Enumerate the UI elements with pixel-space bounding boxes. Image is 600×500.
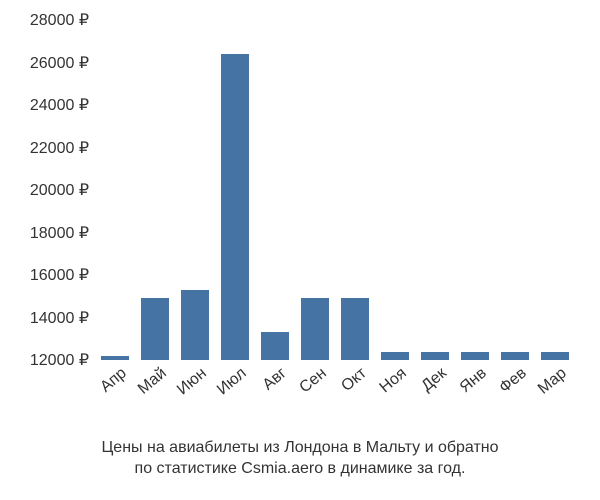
x-label: Ноя xyxy=(373,360,411,397)
bar xyxy=(381,352,409,361)
y-tick: 18000 ₽ xyxy=(30,223,95,243)
bar xyxy=(141,298,169,360)
bar xyxy=(461,352,489,361)
bar xyxy=(341,298,369,360)
bar xyxy=(261,332,289,360)
x-label: Июл xyxy=(210,360,250,399)
y-tick: 12000 ₽ xyxy=(30,350,95,370)
bar-slot: Авг xyxy=(255,20,295,360)
bar-slot: Ноя xyxy=(375,20,415,360)
bar-slot: Янв xyxy=(455,20,495,360)
bar xyxy=(181,290,209,360)
bar xyxy=(221,54,249,360)
x-label: Дек xyxy=(415,360,451,396)
y-tick: 26000 ₽ xyxy=(30,53,95,73)
caption-line-1: Цены на авиабилеты из Лондона в Мальту и… xyxy=(101,439,498,456)
bar xyxy=(301,298,329,360)
bar-slot: Июн xyxy=(175,20,215,360)
x-label: Окт xyxy=(334,360,370,396)
y-tick: 24000 ₽ xyxy=(30,95,95,115)
y-tick: 28000 ₽ xyxy=(30,10,95,30)
y-tick: 16000 ₽ xyxy=(30,265,95,285)
x-label: Мар xyxy=(531,360,570,399)
bar-slot: Май xyxy=(135,20,175,360)
x-label: Апр xyxy=(93,360,130,397)
bar-slot: Сен xyxy=(295,20,335,360)
x-label: Май xyxy=(131,360,170,399)
x-label: Сен xyxy=(293,360,331,397)
x-label: Янв xyxy=(453,360,491,397)
plot-area: АпрМайИюнИюлАвгСенОктНояДекЯнвФевМар 120… xyxy=(95,20,575,360)
bar xyxy=(501,352,529,361)
y-tick: 22000 ₽ xyxy=(30,138,95,158)
chart-caption: Цены на авиабилеты из Лондона в Мальту и… xyxy=(0,438,600,480)
caption-line-2: по статистике Csmia.aero в динамике за г… xyxy=(135,460,466,477)
bar-slot: Дек xyxy=(415,20,455,360)
bar xyxy=(541,352,569,361)
bar-slot: Фев xyxy=(495,20,535,360)
x-label: Июн xyxy=(170,360,210,399)
y-tick: 20000 ₽ xyxy=(30,180,95,200)
x-label: Авг xyxy=(256,360,291,394)
price-chart: АпрМайИюнИюлАвгСенОктНояДекЯнвФевМар 120… xyxy=(0,0,600,500)
bar-slot: Июл xyxy=(215,20,255,360)
bar-slot: Апр xyxy=(95,20,135,360)
bar-slot: Окт xyxy=(335,20,375,360)
bar xyxy=(421,352,449,361)
y-tick: 14000 ₽ xyxy=(30,308,95,328)
bars-container: АпрМайИюнИюлАвгСенОктНояДекЯнвФевМар xyxy=(95,20,575,360)
bar-slot: Мар xyxy=(535,20,575,360)
x-label: Фев xyxy=(492,360,530,397)
